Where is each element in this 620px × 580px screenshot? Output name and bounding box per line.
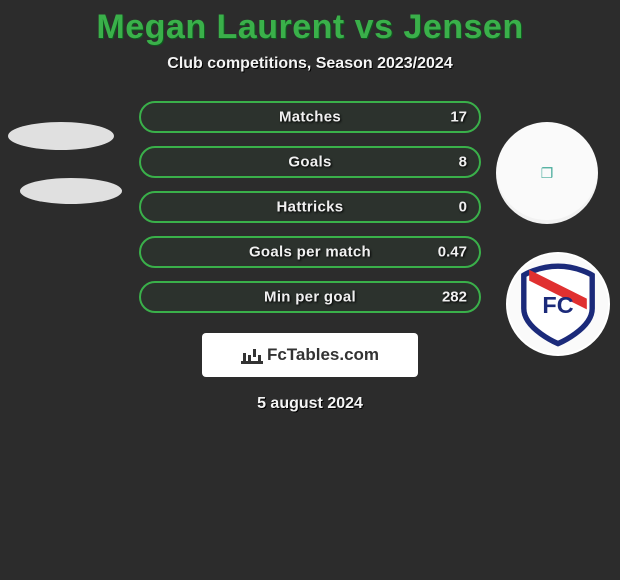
svg-text:FC: FC — [542, 292, 573, 318]
stat-row: Hattricks 0 — [139, 191, 481, 223]
stat-bar-goals: Goals 8 — [139, 146, 481, 178]
player-avatar-right-1: ❐ — [496, 122, 598, 224]
stat-value-right: 0 — [459, 199, 467, 216]
stat-bar-matches: Matches 17 — [139, 101, 481, 133]
player-avatar-left-2 — [20, 178, 122, 204]
stat-bar-goals-per-match: Goals per match 0.47 — [139, 236, 481, 268]
stat-label: Matches — [141, 109, 479, 126]
stat-row: Goals 8 — [139, 146, 481, 178]
source-logo-text: FcTables.com — [267, 345, 379, 365]
stat-row: Matches 17 — [139, 101, 481, 133]
stat-label: Hattricks — [141, 199, 479, 216]
club-shield-icon: FC — [513, 259, 603, 349]
stat-row: Goals per match 0.47 — [139, 236, 481, 268]
stat-label: Goals — [141, 154, 479, 171]
stat-label: Min per goal — [141, 289, 479, 306]
stat-value-right: 282 — [442, 289, 467, 306]
stat-bar-min-per-goal: Min per goal 282 — [139, 281, 481, 313]
page-subtitle: Club competitions, Season 2023/2024 — [0, 55, 620, 73]
source-logo[interactable]: FcTables.com — [202, 333, 418, 377]
bar-chart-icon — [241, 346, 263, 364]
placeholder-image-icon: ❐ — [541, 165, 554, 182]
stat-value-right: 17 — [450, 109, 467, 126]
stat-value-right: 0.47 — [438, 244, 467, 261]
stat-bar-hattricks: Hattricks 0 — [139, 191, 481, 223]
page-date: 5 august 2024 — [0, 395, 620, 413]
stat-value-right: 8 — [459, 154, 467, 171]
stat-row: Min per goal 282 — [139, 281, 481, 313]
page-title: Megan Laurent vs Jensen — [0, 0, 620, 47]
page-root: Megan Laurent vs Jensen Club competition… — [0, 0, 620, 580]
stat-label: Goals per match — [141, 244, 479, 261]
club-badge-utrecht: FC — [506, 252, 610, 356]
player-avatar-left-1 — [8, 122, 114, 150]
